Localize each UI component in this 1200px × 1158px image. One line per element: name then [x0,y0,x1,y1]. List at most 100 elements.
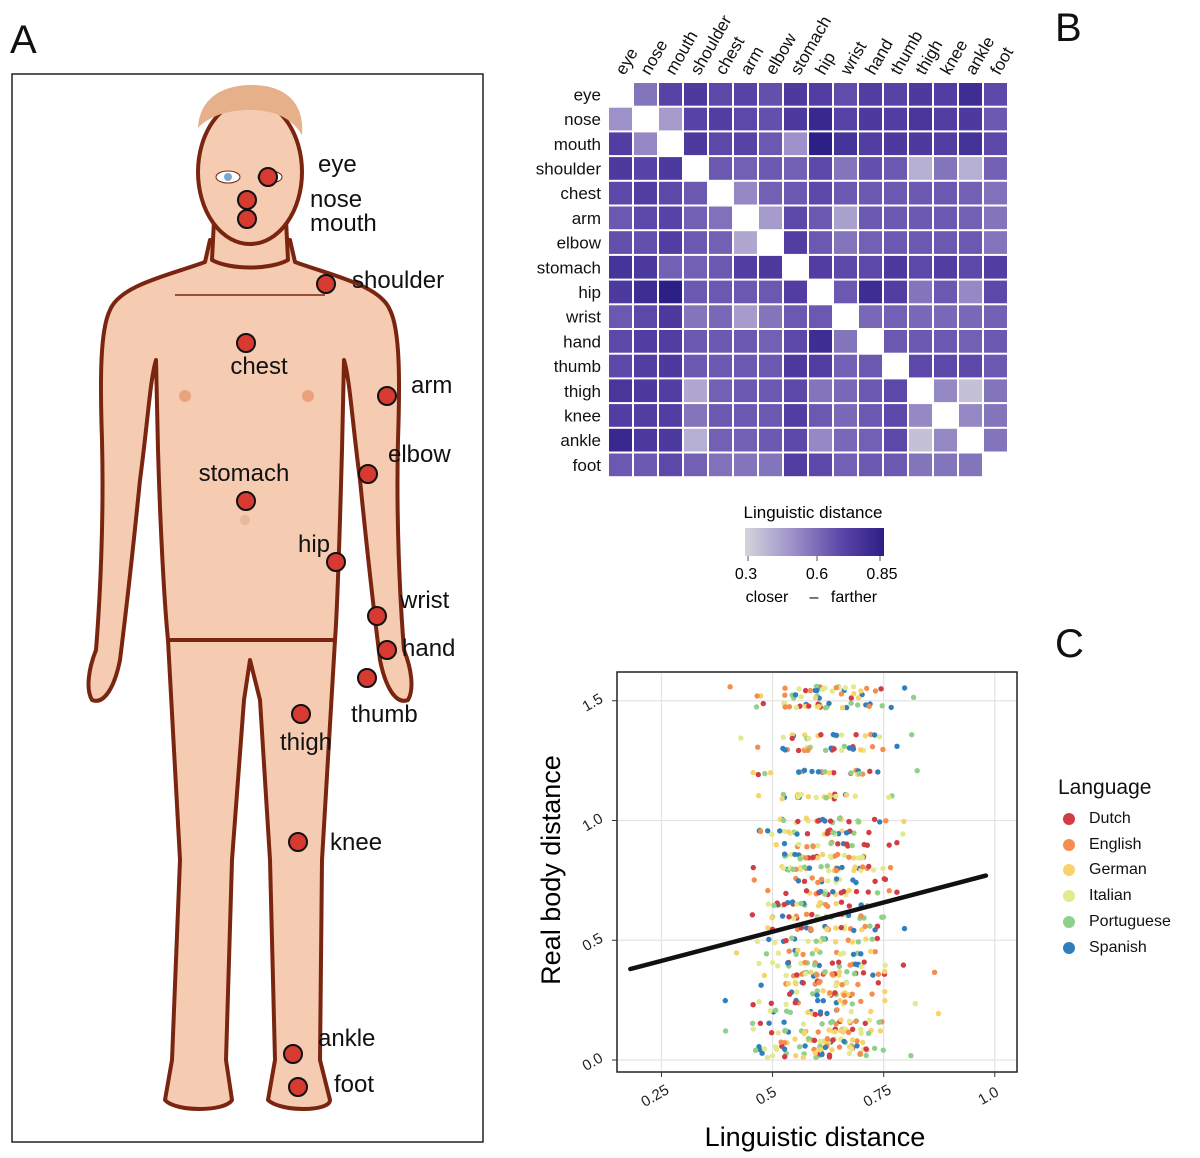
heatmap-cell-hand-knee [934,330,957,353]
scatter-point-german-113 [836,969,843,975]
scatter-point-dutch-25 [871,816,878,823]
heatmap-cell-foot-knee [934,453,957,477]
scatter-point-english-4 [804,844,810,850]
heatmap-cell-ankle-shoulder [684,428,707,452]
scatter-point-english-84 [810,843,816,850]
scatter-point-spanish-106 [814,687,820,694]
heatmap-cell-elbow-arm [734,231,757,254]
heatmap-cell-arm-mouth [659,206,682,230]
heatmap-cell-eye-mouth [659,83,682,106]
scatter-point-italian-102 [795,794,801,800]
scatter-point-italian-79 [794,989,800,995]
scatter-point-english-0 [800,951,806,958]
heatmap-cell-eye-nose [634,83,657,106]
scatter-point-spanish-29 [781,840,788,847]
heatmap-cell-nose-hip [809,107,832,131]
scatter-point-english-99 [841,992,847,998]
body-label-wrist: wrist [399,587,450,614]
heatmap-cell-shoulder-eye [609,157,632,180]
scatter-point-spanish-3 [824,1010,830,1017]
scatter-point-english-28 [846,854,852,860]
scatter-point-german-119 [826,770,832,776]
scatter-point-german-22 [793,981,799,987]
heatmap-row-label-ankle: ankle [560,431,601,450]
heatmap-cell-elbow-ankle [959,231,982,254]
heatmap-cell-hip-shoulder [684,280,707,304]
scatter-point-dutch-57 [861,959,867,965]
heatmap-cell-mouth-knee [934,132,957,156]
heatmap-cell-ankle-ankle [959,428,982,452]
scatter-point-portuguese-59 [822,705,829,711]
scatter-point-dutch-44 [760,700,766,707]
legend-swatch-spanish [1063,941,1075,954]
heatmap-cell-ankle-mouth [659,428,682,452]
heatmap-cell-stomach-nose [634,255,657,279]
scatter-y-axis-title: Real body distance [536,755,566,985]
scatter-point-portuguese-9 [874,890,881,896]
scatter-point-portuguese-53 [822,747,829,753]
scatter-point-portuguese-37 [879,703,885,709]
scatter-point-english-25 [836,1044,843,1050]
scatter-point-portuguese-65 [851,830,857,836]
scatter-point-spanish-31 [722,997,728,1004]
scatter-point-portuguese-44 [848,700,854,706]
scatter-point-spanish-116 [830,731,836,738]
legend-label-italian: Italian [1089,887,1132,905]
body-label-nose: nose [310,186,362,213]
heatmap-cell-ankle-hip [809,428,832,452]
heatmap-cell-nose-thumb [884,107,907,131]
scatter-point-italian-33 [788,851,794,858]
scatter-point-english-111 [869,991,875,997]
heatmap-cell-thumb-eye [609,354,632,378]
scatter-point-italian-58 [780,865,786,871]
scatter-point-portuguese-116 [752,1047,759,1054]
legend-swatch-german [1063,864,1075,877]
heatmap-cell-knee-nose [634,404,657,427]
scatter-point-italian-48 [756,998,762,1005]
scatter-point-dutch-20 [867,768,873,774]
scatter-point-spanish-117 [894,743,900,749]
scatter-point-spanish-24 [820,998,826,1004]
scatter-point-italian-117 [796,686,802,692]
heatmap-cell-shoulder-stomach [784,157,807,180]
scatter-point-spanish-101 [875,769,881,775]
scatter-point-german-106 [812,695,819,701]
scatter-point-dutch-43 [783,890,789,897]
heatmap-cell-wrist-thigh [909,305,932,328]
scatter-point-english-98 [854,1038,860,1044]
heatmap-row-label-elbow: elbow [557,234,602,253]
body-points [236,167,397,1097]
heatmap-cell-eye-shoulder [684,83,707,106]
heatmap-cell-nose-stomach [784,107,807,131]
heatmap-cell-arm-stomach [784,206,807,230]
scatter-point-german-74 [758,693,764,699]
scatter-point-dutch-71 [768,1000,774,1006]
scatter-point-spanish-59 [758,982,764,988]
legend-item-english: English [1058,832,1171,858]
heatmap-cell-hand-chest [709,330,732,353]
heatmap-cell-nose-knee [934,107,957,131]
body-point-hand [377,640,397,660]
legend-swatch-italian [1063,890,1075,903]
heatmap-cell-ankle-arm [734,428,757,452]
scatter-point-german-92 [805,793,811,800]
legend-item-portuguese: Portuguese [1058,909,1171,935]
scatter-point-portuguese-119 [830,829,837,836]
heatmap-cell-thigh-arm [734,379,757,403]
scatter-point-dutch-106 [789,735,795,742]
scatter-point-english-93 [754,693,760,699]
heatmap-cell-hand-nose [634,330,657,353]
scatter-point-portuguese-48 [805,1035,812,1042]
scatter-point-portuguese-104 [773,1007,779,1013]
scatter-point-dutch-76 [874,935,880,942]
heatmap-row-label-hand: hand [563,332,601,351]
heatmap-row-label-hip: hip [578,283,601,302]
regression-line [628,873,989,972]
heatmap-cell-thumb-foot [984,354,1007,378]
scatter-point-portuguese-88 [797,856,803,862]
y-tick-label-2: 1.0 [579,810,606,835]
heatmap-cell-arm-eye [609,206,632,230]
heatmap-cell-hip-stomach [784,280,807,304]
scatter-point-portuguese-74 [814,988,820,994]
scatter-point-german-83 [849,939,856,945]
